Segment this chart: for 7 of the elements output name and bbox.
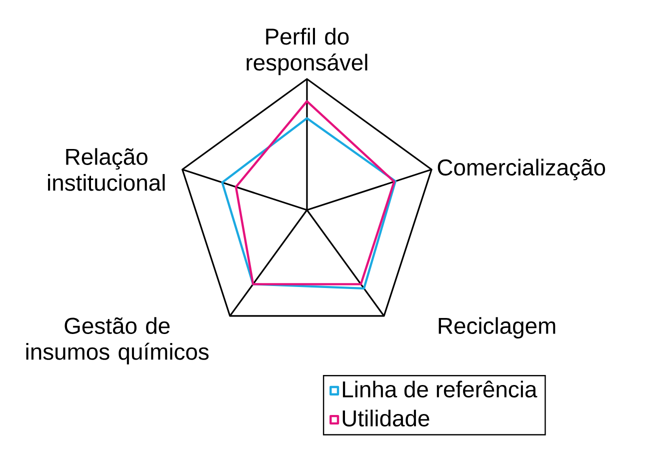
- spoke-label: Gestão de insumos químicos: [26, 317, 209, 364]
- spoke-label: Reciclagem: [438, 317, 556, 339]
- spoke-label: Relação institucional: [48, 148, 165, 191]
- legend-label: Linha de referência: [342, 380, 538, 398]
- legend-label: Utilidade: [342, 410, 430, 427]
- spoke-label: Perfil do responsável: [246, 28, 368, 76]
- spoke-label: Comercialização: [438, 158, 606, 180]
